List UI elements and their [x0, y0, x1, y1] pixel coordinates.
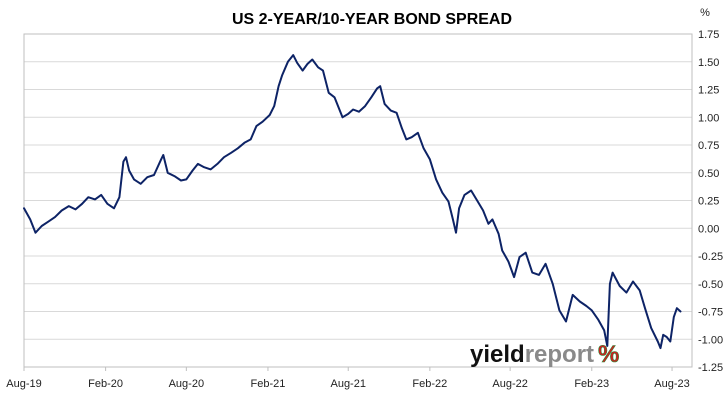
logo-percent-icon: %	[598, 341, 619, 368]
yieldreport-logo: yieldreport %	[470, 341, 620, 369]
chart-title: US 2-YEAR/10-YEAR BOND SPREAD	[232, 11, 512, 28]
y-tick-label: -1.25	[698, 362, 723, 374]
y-tick-label: 1.75	[698, 29, 719, 41]
x-tick-label: Aug-19	[6, 378, 41, 390]
y-tick-label: -1.00	[698, 334, 723, 346]
y-tick-label: -0.50	[698, 279, 723, 291]
y-tick-label: 1.50	[698, 57, 719, 69]
x-tick-label: Aug-22	[492, 378, 527, 390]
y-tick-label: 0.00	[698, 223, 719, 235]
x-tick-label: Aug-21	[330, 378, 365, 390]
x-tick-label: Aug-20	[169, 378, 204, 390]
grid-lines	[24, 33, 692, 368]
logo-text-yield: yield	[470, 341, 525, 368]
y-axis: 1.75 1.50 1.25 1.00 0.75 0.50 0.25 0.00 -0.25 -0.…	[698, 29, 723, 374]
y-tick-label: 0.75	[698, 140, 719, 152]
plot-area	[23, 33, 693, 368]
x-tick-label: Aug-23	[654, 378, 689, 390]
y-tick-label: 1.00	[698, 112, 719, 124]
y-tick-label: -0.25	[698, 251, 723, 263]
spread-series-line	[23, 54, 682, 350]
y-tick-label: 1.25	[698, 85, 719, 97]
y-tick-label: 0.50	[698, 168, 719, 180]
x-tick-label: Feb-22	[412, 378, 447, 390]
y-axis-unit: %	[700, 7, 710, 19]
y-tick-label: 0.25	[698, 196, 719, 208]
logo-text-report: report	[525, 341, 594, 368]
x-tick-label: Feb-21	[251, 378, 286, 390]
x-axis: Aug-19 Feb-20 Aug-20 Feb-21 Aug-21 Feb-22 Aug-…	[6, 367, 690, 390]
x-tick-label: Feb-23	[574, 378, 609, 390]
y-tick-label: -0.75	[698, 307, 723, 319]
svg-text:yieldreport: yieldreport	[470, 341, 594, 368]
x-tick-label: Feb-20	[88, 378, 123, 390]
